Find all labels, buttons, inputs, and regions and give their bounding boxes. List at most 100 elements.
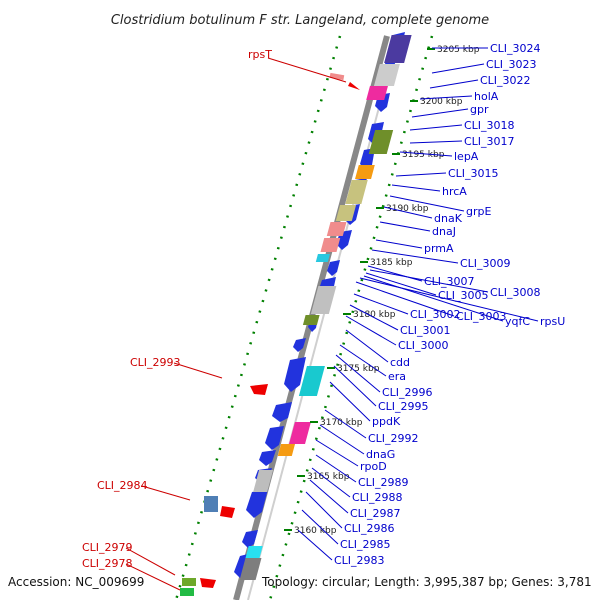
gene-label[interactable]: rpsU (540, 315, 565, 328)
gene-label[interactable]: yqfC (505, 315, 530, 328)
gene-box[interactable] (253, 470, 274, 492)
gene-box[interactable] (368, 130, 394, 154)
gene-label[interactable]: CLI_3008 (490, 286, 541, 299)
gene-label[interactable]: dnaK (434, 212, 463, 225)
reverse-gene-arrow[interactable] (348, 82, 360, 90)
gene-label[interactable]: cdd (390, 356, 410, 369)
label-leader (315, 454, 357, 483)
gene-box[interactable] (315, 254, 330, 262)
gene-label[interactable]: CLI_2986 (344, 522, 395, 535)
label-leader (431, 63, 485, 74)
gene-box[interactable] (245, 546, 263, 558)
gene-arrow[interactable] (327, 260, 340, 276)
gene-label[interactable]: CLI_3018 (464, 119, 515, 132)
gene-label[interactable]: CLI_3017 (464, 135, 515, 148)
gene-label[interactable]: CLI_2992 (368, 432, 419, 445)
gene-label[interactable]: dnaJ (432, 225, 456, 238)
reverse-gene-arrow[interactable] (200, 578, 216, 588)
gene-box[interactable] (310, 286, 337, 314)
reverse-gene-arrow[interactable] (250, 384, 268, 395)
gene-label[interactable]: CLI_2988 (352, 491, 403, 504)
gene-arrow[interactable] (242, 530, 258, 548)
gene-label[interactable]: CLI_2983 (334, 554, 385, 567)
gene-box[interactable] (302, 315, 320, 325)
gene-label[interactable]: grpE (466, 205, 491, 218)
gene-label[interactable]: rpsT (248, 48, 272, 61)
label-leader (324, 409, 367, 439)
gene-label[interactable]: CLI_2984 (97, 479, 148, 492)
gene-label[interactable]: gpr (470, 103, 489, 116)
gene-box[interactable] (335, 205, 357, 221)
gene-box[interactable] (289, 422, 311, 444)
gene-label[interactable]: CLI_3009 (460, 257, 511, 270)
gene-label[interactable]: hrcA (442, 185, 467, 198)
gene-label[interactable]: CLI_2978 (82, 557, 133, 570)
gene-features (180, 32, 412, 596)
gene-box[interactable] (298, 366, 325, 396)
map-title: Clostridium botulinum F str. Langeland, … (111, 13, 489, 28)
gene-label[interactable]: CLI_3022 (480, 74, 531, 87)
gene-label[interactable]: CLI_2985 (340, 538, 391, 551)
gene-box[interactable] (326, 222, 347, 236)
accession-text: Accession: NC_009699 (8, 575, 144, 589)
left-label-leaders: rpsT CLI_2993 CLI_2984 CLI_2979 CLI_2978 (82, 48, 347, 591)
gene-label[interactable]: CLI_2979 (82, 541, 133, 554)
gene-label[interactable]: CLI_2995 (378, 400, 429, 413)
gene-label[interactable]: CLI_3015 (448, 167, 499, 180)
gene-box[interactable] (182, 578, 196, 586)
gene-arrow[interactable] (246, 489, 268, 518)
tick-label: 3190 kbp (386, 204, 429, 214)
label-leader (391, 184, 441, 192)
label-leader (125, 563, 181, 591)
gene-label[interactable]: CLI_2989 (358, 476, 409, 489)
gene-label[interactable]: CLI_3002 (410, 308, 461, 321)
gene-label[interactable]: CLI_2996 (382, 386, 433, 399)
gene-box[interactable] (355, 165, 375, 179)
gene-label[interactable]: CLI_3005 (438, 289, 489, 302)
gene-label[interactable]: CLI_3001 (400, 324, 451, 337)
gene-box[interactable] (277, 444, 296, 456)
gene-arrow[interactable] (259, 450, 276, 466)
tick-label: 3165 kbp (307, 472, 350, 482)
gene-label[interactable]: CLI_3024 (490, 42, 541, 55)
gene-box[interactable] (180, 588, 194, 596)
label-leader (345, 329, 389, 363)
gene-box[interactable] (239, 558, 262, 580)
reverse-gene-arrow[interactable] (220, 506, 235, 518)
gene-label[interactable]: CLI_2987 (350, 507, 401, 520)
gene-label[interactable]: CLI_3000 (398, 339, 449, 352)
label-leader (329, 381, 371, 422)
gene-arrow[interactable] (293, 338, 306, 352)
topology-text: Topology: circular; Length: 3,995,387 bp… (261, 575, 592, 589)
gene-label[interactable]: CLI_3023 (486, 58, 537, 71)
gene-box[interactable] (345, 180, 368, 204)
gene-label[interactable]: CLI_3007 (424, 275, 475, 288)
gene-box[interactable] (366, 86, 388, 100)
gene-label[interactable]: era (388, 370, 406, 383)
label-leader (315, 439, 359, 467)
gene-arrow[interactable] (284, 357, 306, 392)
gene-label[interactable]: prmA (424, 242, 454, 255)
gene-label[interactable]: CLI_2993 (130, 356, 181, 369)
gene-label[interactable]: ppdK (372, 415, 401, 428)
label-leader (375, 239, 423, 249)
gene-box[interactable] (384, 35, 412, 63)
gene-box[interactable] (204, 496, 218, 512)
gene-arrow[interactable] (265, 426, 284, 450)
gene-label[interactable]: rpoD (360, 460, 387, 473)
gene-label[interactable]: lepA (454, 150, 479, 163)
label-leader (339, 344, 387, 377)
label-leader (345, 315, 397, 346)
label-leader (333, 365, 377, 407)
gene-label[interactable]: dnaG (366, 448, 395, 461)
label-leader (365, 272, 437, 296)
gene-label[interactable]: CLI_3003 (456, 310, 507, 323)
gene-label[interactable]: holA (474, 90, 499, 103)
gene-arrow[interactable] (272, 402, 292, 422)
tick-label: 3200 kbp (420, 97, 463, 107)
tick-label: 3160 kbp (294, 526, 337, 536)
gene-box[interactable] (320, 238, 341, 252)
gene-box[interactable] (373, 64, 400, 86)
